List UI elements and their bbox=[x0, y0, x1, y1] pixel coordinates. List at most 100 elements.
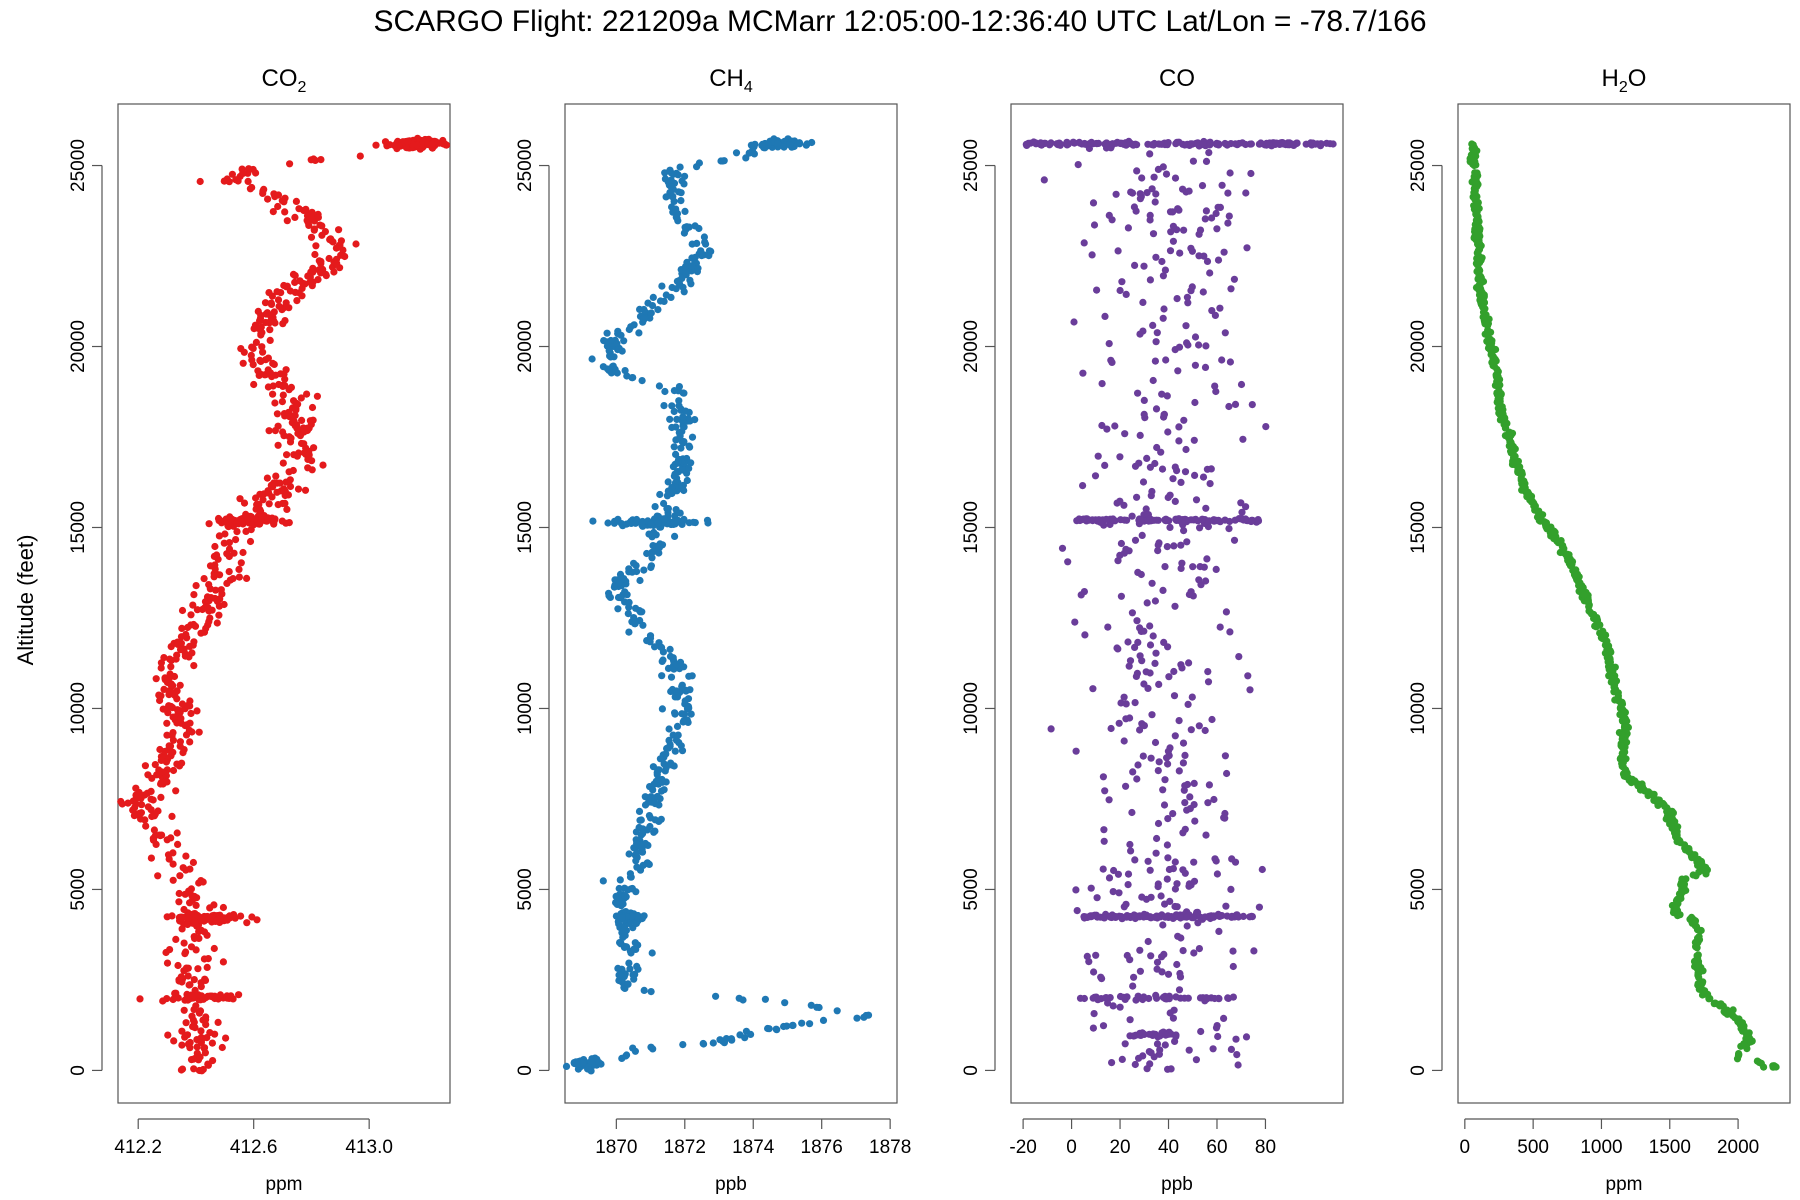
data-point bbox=[1214, 203, 1222, 211]
data-point bbox=[1501, 424, 1509, 432]
data-point bbox=[623, 372, 631, 380]
data-point bbox=[1747, 1038, 1755, 1046]
data-point bbox=[1109, 1002, 1117, 1010]
data-point bbox=[1147, 893, 1155, 901]
data-point bbox=[672, 205, 680, 213]
data-point bbox=[1174, 205, 1182, 213]
data-point bbox=[647, 988, 655, 996]
data-point bbox=[1738, 1019, 1746, 1027]
data-point bbox=[235, 991, 243, 999]
data-point bbox=[1530, 499, 1538, 507]
data-point bbox=[1204, 678, 1213, 686]
data-point bbox=[172, 787, 180, 795]
data-point bbox=[1586, 608, 1594, 616]
data-point bbox=[653, 792, 662, 801]
data-point bbox=[251, 321, 260, 329]
data-point bbox=[628, 884, 637, 893]
data-point bbox=[1109, 516, 1117, 524]
data-point bbox=[1208, 715, 1216, 724]
data-point bbox=[1211, 855, 1219, 863]
data-point bbox=[680, 486, 688, 495]
data-point bbox=[1166, 491, 1174, 499]
data-point bbox=[204, 955, 212, 963]
data-point bbox=[1515, 469, 1523, 477]
data-point bbox=[173, 719, 181, 727]
data-point bbox=[1476, 281, 1484, 289]
data-point bbox=[1254, 517, 1263, 525]
data-point bbox=[187, 885, 195, 893]
data-point bbox=[274, 441, 282, 449]
data-point bbox=[250, 380, 258, 389]
data-point bbox=[1164, 139, 1172, 147]
x-tick-label: 1878 bbox=[869, 1137, 911, 1158]
data-point bbox=[645, 860, 653, 869]
data-point bbox=[1144, 140, 1152, 148]
data-point bbox=[1153, 958, 1162, 966]
data-point bbox=[1488, 358, 1496, 366]
data-point bbox=[1474, 240, 1482, 248]
data-point bbox=[621, 892, 629, 900]
panel-title-subscript: 2 bbox=[1619, 79, 1628, 96]
data-point bbox=[181, 1033, 189, 1041]
data-point bbox=[1174, 367, 1182, 375]
data-point bbox=[1189, 563, 1197, 571]
data-point bbox=[233, 528, 241, 536]
x-axis-label: ppb bbox=[715, 1174, 747, 1195]
data-point bbox=[670, 387, 679, 395]
data-point bbox=[283, 451, 291, 459]
data-point bbox=[1191, 333, 1200, 341]
data-point bbox=[1180, 527, 1188, 535]
data-point bbox=[624, 980, 632, 988]
data-point bbox=[1163, 841, 1171, 849]
data-point bbox=[1159, 272, 1167, 280]
data-point bbox=[1160, 411, 1168, 419]
data-point bbox=[279, 391, 287, 399]
data-point bbox=[1181, 782, 1189, 790]
data-point bbox=[1227, 885, 1235, 894]
data-point bbox=[1130, 1032, 1138, 1040]
data-point bbox=[1618, 731, 1626, 739]
data-point bbox=[1230, 275, 1238, 283]
y-tick-label: 25000 bbox=[515, 139, 536, 192]
data-point bbox=[206, 1029, 214, 1037]
data-point bbox=[573, 1060, 582, 1068]
data-point bbox=[688, 672, 696, 680]
data-point bbox=[1175, 515, 1183, 523]
data-point bbox=[1733, 1055, 1742, 1063]
data-point bbox=[270, 519, 278, 527]
data-point bbox=[168, 812, 176, 821]
data-point bbox=[1106, 912, 1114, 920]
data-point bbox=[1154, 547, 1162, 555]
data-point bbox=[651, 503, 659, 511]
y-tick-label: 15000 bbox=[515, 501, 536, 554]
data-point bbox=[1179, 866, 1187, 874]
data-point bbox=[308, 214, 316, 222]
data-point bbox=[625, 959, 633, 967]
scatter-points bbox=[562, 135, 873, 1075]
data-point bbox=[1563, 550, 1571, 558]
data-point bbox=[1137, 570, 1145, 579]
data-point bbox=[1148, 579, 1156, 587]
x-axis-label: ppm bbox=[266, 1174, 303, 1195]
y-tick-label: 10000 bbox=[515, 682, 536, 735]
data-point bbox=[1117, 539, 1125, 548]
data-point bbox=[1114, 870, 1122, 878]
data-point bbox=[259, 496, 267, 504]
data-point bbox=[1206, 269, 1214, 277]
data-point bbox=[1123, 951, 1131, 960]
data-point bbox=[1108, 358, 1116, 366]
data-point bbox=[1133, 617, 1141, 625]
data-point bbox=[1184, 341, 1192, 349]
data-point bbox=[1258, 865, 1266, 874]
data-point bbox=[1471, 188, 1479, 196]
data-point bbox=[1161, 563, 1169, 571]
data-point bbox=[1180, 416, 1188, 424]
data-point bbox=[605, 366, 613, 374]
data-point bbox=[651, 800, 659, 808]
data-point bbox=[685, 464, 693, 472]
data-point bbox=[1158, 390, 1166, 398]
data-point bbox=[648, 302, 657, 310]
data-point bbox=[1208, 214, 1216, 222]
data-point bbox=[1115, 719, 1123, 727]
data-point bbox=[1187, 726, 1195, 734]
